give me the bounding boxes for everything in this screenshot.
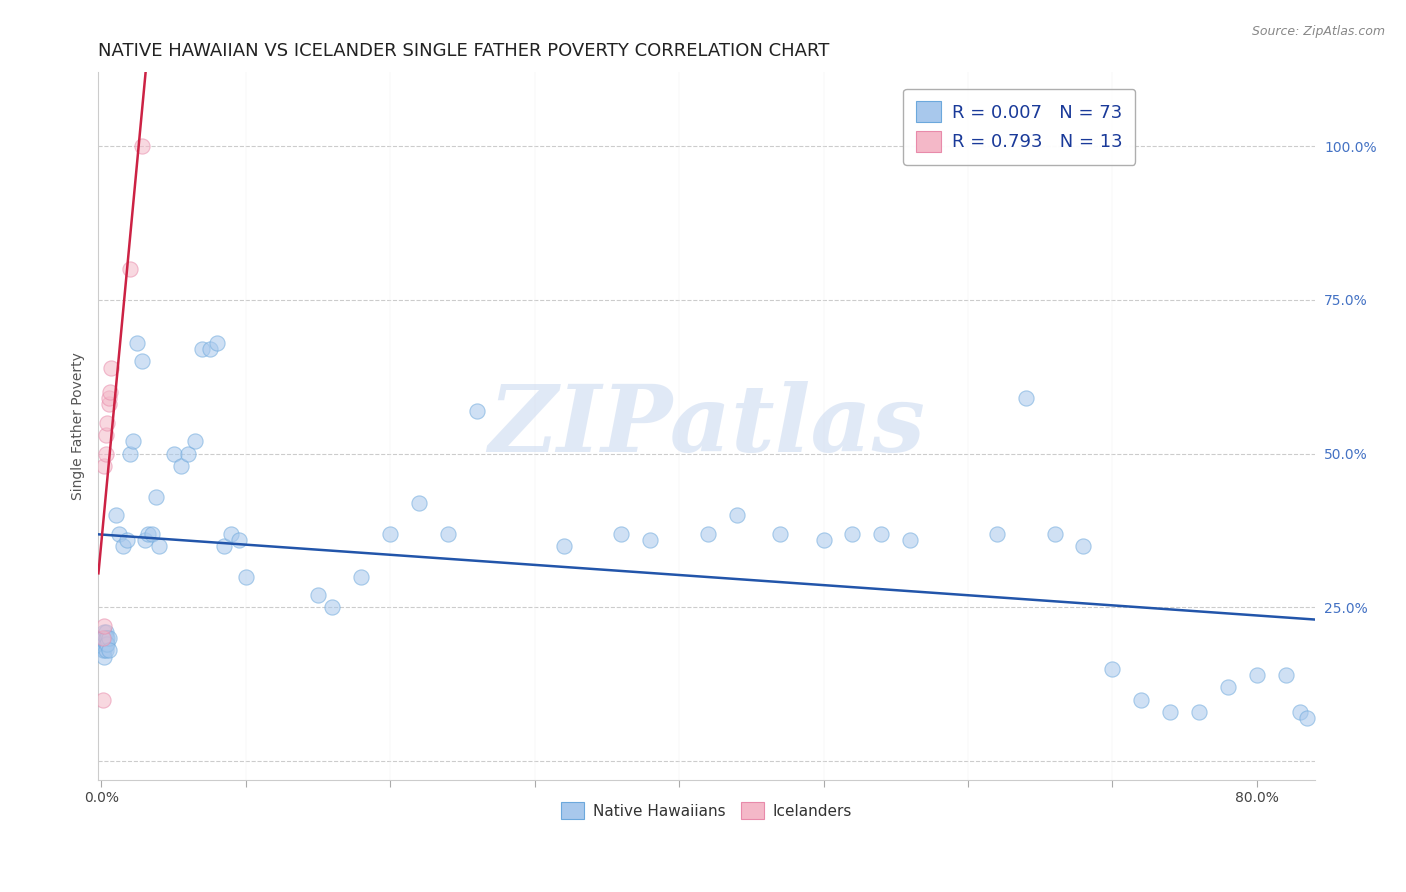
Point: [93, 458, 115, 473]
Text: ZIPatlas: ZIPatlas: [488, 381, 925, 471]
Point: [94, 447, 117, 461]
Point: [1043, 526, 1066, 541]
Point: [141, 526, 163, 541]
Point: [91, 692, 114, 706]
Point: [111, 539, 134, 553]
Point: [380, 526, 402, 541]
Point: [94, 631, 117, 645]
Point: [93, 631, 115, 645]
Point: [104, 508, 127, 523]
Point: [553, 539, 575, 553]
Point: [638, 533, 661, 547]
Point: [120, 262, 142, 277]
Point: [1296, 711, 1319, 725]
Point: [610, 526, 633, 541]
Point: [93, 619, 115, 633]
Point: [97, 397, 120, 411]
Point: [725, 508, 748, 523]
Point: [93, 643, 115, 657]
Y-axis label: Single Father Poverty: Single Father Poverty: [72, 352, 86, 500]
Point: [96, 631, 118, 645]
Point: [986, 526, 1008, 541]
Legend: Native Hawaiians, Icelanders: Native Hawaiians, Icelanders: [555, 797, 858, 825]
Point: [134, 533, 156, 547]
Point: [97, 631, 120, 645]
Point: [1073, 539, 1095, 553]
Point: [813, 533, 835, 547]
Point: [91, 631, 114, 645]
Point: [235, 569, 257, 583]
Point: [93, 637, 115, 651]
Point: [841, 526, 863, 541]
Point: [162, 447, 184, 461]
Point: [437, 526, 460, 541]
Point: [191, 342, 214, 356]
Point: [91, 637, 114, 651]
Point: [97, 392, 120, 406]
Point: [127, 336, 149, 351]
Point: [94, 643, 117, 657]
Point: [1274, 668, 1296, 682]
Point: [96, 416, 118, 430]
Point: [408, 496, 430, 510]
Point: [100, 360, 122, 375]
Point: [228, 533, 250, 547]
Point: [94, 637, 117, 651]
Point: [465, 403, 488, 417]
Point: [1289, 705, 1312, 719]
Point: [91, 631, 114, 645]
Point: [1159, 705, 1181, 719]
Point: [107, 526, 129, 541]
Point: [120, 447, 142, 461]
Point: [1188, 705, 1211, 719]
Point: [1015, 392, 1038, 406]
Point: [198, 342, 221, 356]
Point: [307, 588, 329, 602]
Point: [117, 533, 139, 547]
Point: [697, 526, 720, 541]
Point: [131, 139, 153, 153]
Point: [177, 447, 200, 461]
Point: [148, 539, 170, 553]
Point: [131, 354, 153, 368]
Point: [184, 434, 207, 449]
Point: [93, 649, 115, 664]
Point: [170, 458, 193, 473]
Point: [122, 434, 145, 449]
Point: [205, 336, 228, 351]
Point: [1101, 662, 1123, 676]
Point: [96, 637, 118, 651]
Point: [321, 600, 343, 615]
Point: [350, 569, 373, 583]
Point: [98, 385, 121, 400]
Point: [221, 526, 243, 541]
Text: Source: ZipAtlas.com: Source: ZipAtlas.com: [1251, 25, 1385, 38]
Point: [145, 490, 167, 504]
Point: [212, 539, 235, 553]
Text: NATIVE HAWAIIAN VS ICELANDER SINGLE FATHER POVERTY CORRELATION CHART: NATIVE HAWAIIAN VS ICELANDER SINGLE FATH…: [98, 42, 830, 60]
Point: [870, 526, 893, 541]
Point: [769, 526, 792, 541]
Point: [94, 625, 117, 640]
Point: [1216, 681, 1239, 695]
Point: [97, 643, 120, 657]
Point: [94, 428, 117, 442]
Point: [91, 643, 114, 657]
Point: [1246, 668, 1268, 682]
Point: [136, 526, 159, 541]
Point: [1130, 692, 1153, 706]
Point: [93, 625, 115, 640]
Point: [898, 533, 921, 547]
